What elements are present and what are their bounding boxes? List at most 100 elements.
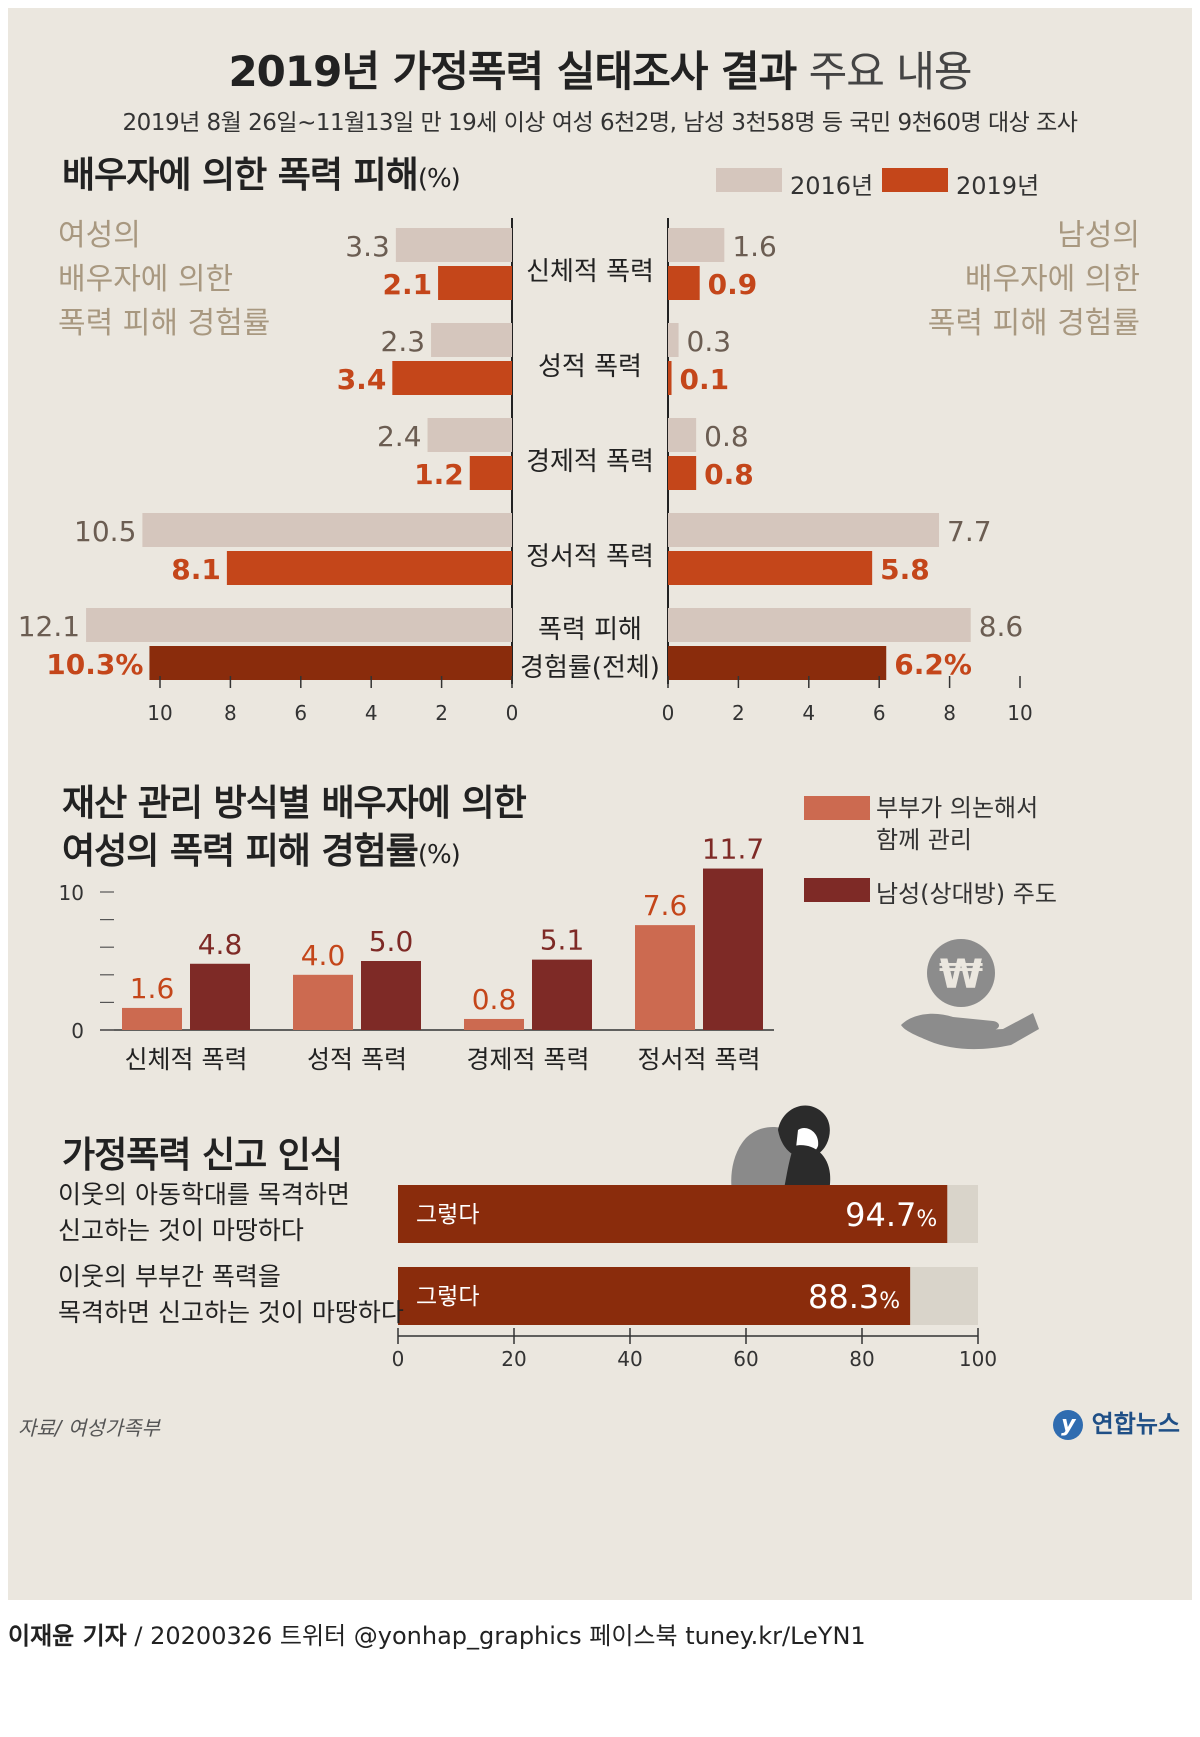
female-note-line: 폭력 피해 경험률: [58, 306, 271, 341]
category-label: 성적 폭력: [307, 1045, 407, 1074]
male-label-2019: 0.8: [704, 458, 754, 491]
legend-2019-swatch: [882, 168, 948, 192]
female-label-2019: 1.2: [414, 458, 464, 491]
female-note: 여성의 배우자에 의한 폭력 피해 경험률: [58, 214, 270, 346]
category-label: 신체적 폭력: [125, 1045, 248, 1074]
category-label: 경험률(전체): [520, 653, 660, 683]
x-tick-label: 20: [501, 1347, 526, 1371]
page-subtitle: 2019년 8월 26일~11월13일 만 19세 이상 여성 6천2명, 남성…: [122, 110, 1078, 136]
section3-title: 가정폭력 신고 인식: [62, 1135, 343, 1176]
spouse-violence-chart: 3.3 2.1 1.6 0.9 신체적 폭력 2.3 3.4 0.3 0.1 성적 폭력 2.4 1.…: [18, 218, 1033, 725]
male-label-2016: 7.7: [947, 515, 992, 548]
male-bar-2019: [668, 456, 697, 490]
female-tick-label: 0: [506, 701, 519, 725]
page-title: 2019년 가정폭력 실태조사 결과 주요 내용: [228, 47, 972, 96]
report-bar-fill: [398, 1267, 911, 1325]
female-tick-label: 2: [435, 701, 448, 725]
male-bar-2019: [668, 646, 887, 680]
male-led-value-label: 4.8: [198, 928, 243, 961]
report-bar-fill: [398, 1185, 948, 1243]
category-label: 경제적 폭력: [467, 1045, 590, 1074]
question-label: 목격하면 신고하는 것이 마땅하다: [58, 1298, 404, 1327]
male-led-bar: [532, 959, 592, 1030]
category-label: 정서적 폭력: [526, 542, 654, 572]
yonhap-logo: y 연합뉴스: [1053, 1404, 1180, 1440]
female-tick-label: 10: [147, 701, 172, 725]
female-bar-2016: [427, 418, 512, 452]
category-label: 경제적 폭력: [526, 447, 654, 477]
legend-2019-label: 2019년: [956, 172, 1040, 200]
x-tick-label: 40: [617, 1347, 642, 1371]
property-management-chart: 10 0 1.6 4.8 신체적 폭력 4.0 5.0 성적 폭력 0.8 5.1 경제적 폭력 7.…: [59, 833, 774, 1074]
x-tick-label: 0: [392, 1347, 405, 1371]
male-bar-2019: [668, 551, 873, 585]
female-bar-2019: [392, 361, 512, 395]
category-label: 신체적 폭력: [526, 257, 654, 287]
male-bar-2019: [668, 361, 672, 395]
infographic-panel: 2019년 가정폭력 실태조사 결과 주요 내용 2019년 8월 26일~11…: [8, 8, 1192, 1600]
male-note-line: 남성의: [1057, 218, 1140, 253]
male-tick-label: 2: [732, 701, 745, 725]
male-bar-2016: [668, 418, 697, 452]
report-value-unit: %: [879, 1289, 900, 1314]
male-label-2019: 5.8: [880, 553, 930, 586]
joint-bar: [122, 1007, 182, 1030]
female-tick-label: 4: [365, 701, 378, 725]
female-note-line: 여성의: [58, 218, 141, 253]
legend-joint-swatch: [804, 796, 870, 820]
x-tick-label: 80: [849, 1347, 874, 1371]
male-led-bar: [361, 961, 421, 1030]
female-note-line: 배우자에 의한: [58, 262, 234, 297]
question-label: 이웃의 아동학대를 목격하면: [58, 1180, 350, 1209]
female-bar-2016: [86, 608, 512, 642]
y-tick-label: 0: [71, 1019, 84, 1043]
category-label: 정서적 폭력: [638, 1045, 761, 1074]
female-label-2019: 3.4: [337, 363, 387, 396]
male-note-line: 폭력 피해 경험률: [927, 306, 1140, 341]
joint-value-label: 0.8: [472, 983, 517, 1016]
female-label-2019: 8.1: [171, 553, 221, 586]
female-label-2016: 2.3: [381, 325, 426, 358]
female-tick-label: 6: [294, 701, 307, 725]
legend-2016-swatch: [716, 168, 782, 192]
female-bar-2019: [469, 456, 512, 490]
male-bar-2016: [668, 608, 971, 642]
category-label: 성적 폭력: [538, 352, 642, 382]
svg-text:₩: ₩: [939, 952, 983, 998]
male-label-2016: 0.8: [704, 420, 749, 453]
section1-title: 배우자에 의한 폭력 피해(%): [62, 155, 461, 196]
male-bar-2016: [668, 513, 940, 547]
male-label-2016: 1.6: [732, 230, 777, 263]
male-led-value-label: 5.0: [369, 925, 414, 958]
section2-title: 재산 관리 방식별 배우자에 의한 여성의 폭력 피해 경험률(%): [62, 780, 527, 879]
female-bar-2016: [395, 228, 512, 262]
male-led-value-label: 11.7: [702, 833, 764, 866]
credit-line: 이재윤 기자 / 20200326 트위터 @yonhap_graphics 페…: [8, 1622, 866, 1650]
male-tick-label: 6: [873, 701, 886, 725]
joint-bar: [293, 974, 353, 1030]
female-bar-2019: [226, 551, 512, 585]
male-note: 남성의 배우자에 의한 폭력 피해 경험률: [928, 214, 1140, 346]
female-label-2016: 3.3: [345, 230, 390, 263]
yonhap-logo-icon: y: [1053, 1410, 1084, 1440]
male-label-2016: 8.6: [979, 610, 1024, 643]
female-tick-label: 8: [224, 701, 237, 725]
joint-bar: [464, 1018, 524, 1030]
joint-value-label: 1.6: [130, 972, 175, 1005]
coin-hand-icon: ₩: [901, 939, 1039, 1050]
female-label-2019: 10.3%: [46, 648, 143, 681]
female-label-2019: 2.1: [382, 268, 432, 301]
male-tick-label: 0: [662, 701, 675, 725]
male-led-bar: [190, 963, 250, 1030]
section2-title-line1: 재산 관리 방식별 배우자에 의한: [62, 783, 527, 824]
legend-male-led-swatch: [804, 878, 870, 902]
male-label-2019: 6.2%: [894, 648, 972, 681]
report-value-unit: %: [916, 1207, 937, 1232]
female-label-2016: 2.4: [377, 420, 422, 453]
male-label-2019: 0.9: [708, 268, 758, 301]
category-label: 폭력 피해: [538, 615, 642, 645]
y-tick-label: 10: [59, 881, 84, 905]
legend-male-led-label: 남성(상대방) 주도: [876, 880, 1057, 908]
report-bar-label: 그렇다: [416, 1202, 479, 1228]
